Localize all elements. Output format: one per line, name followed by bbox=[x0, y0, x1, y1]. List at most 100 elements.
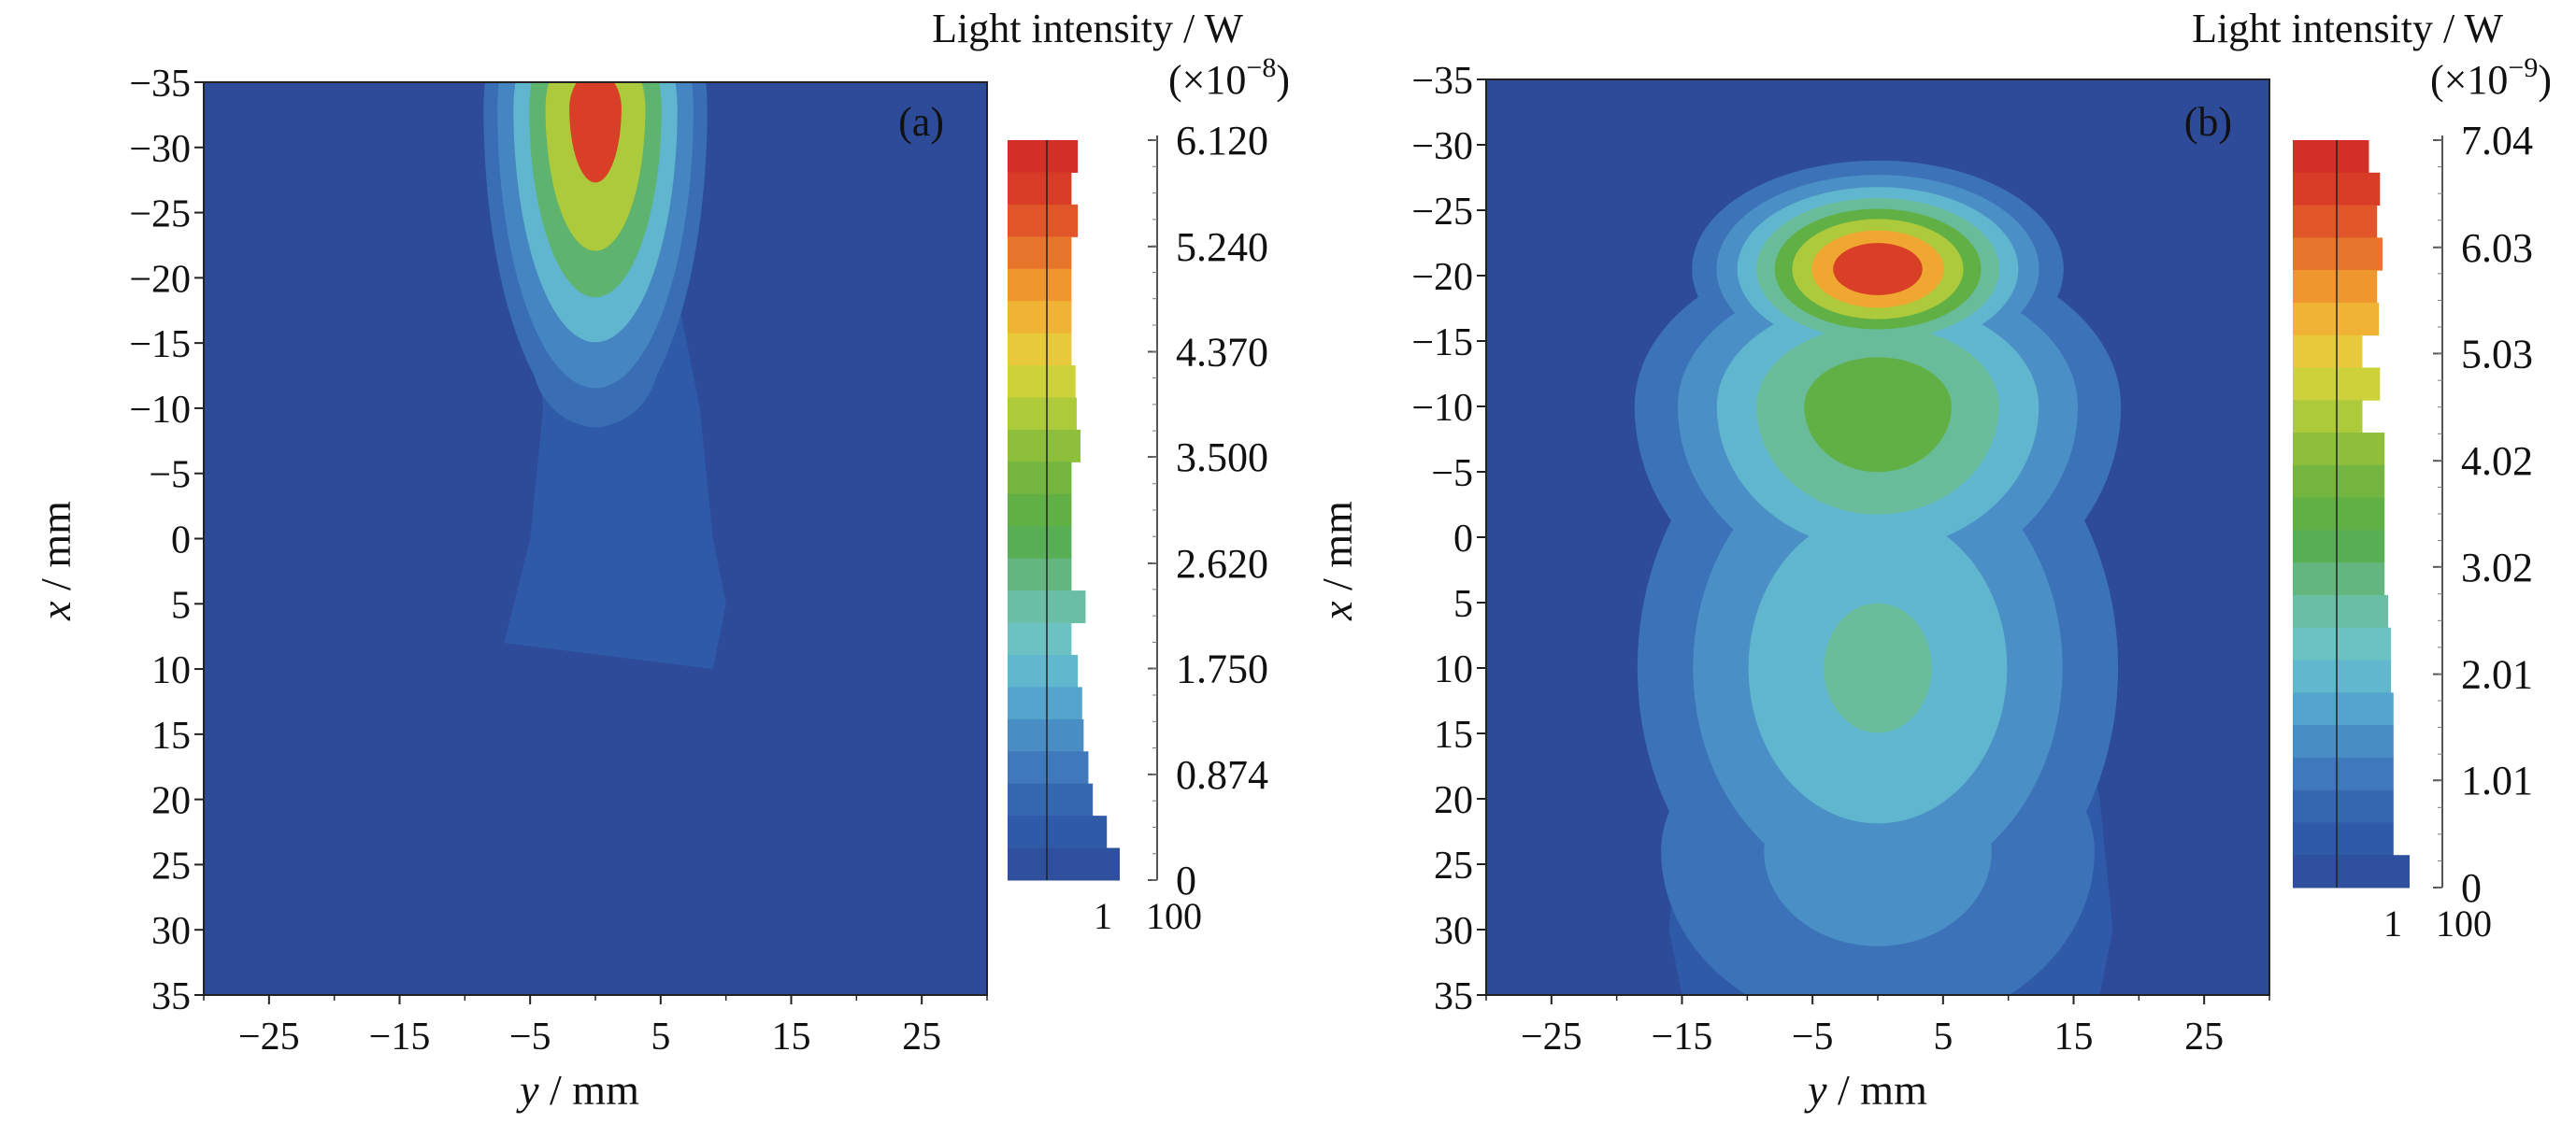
colorbar-tick-label: 6.03 bbox=[2461, 225, 2533, 271]
plot-area-b bbox=[1486, 79, 2269, 995]
colorbar-tick-label: 5.03 bbox=[2461, 331, 2533, 377]
colorbar-bin bbox=[1008, 687, 1082, 720]
colorbar-title-b: Light intensity / W bbox=[2192, 6, 2503, 51]
y-tick-label: −5 bbox=[1431, 452, 1473, 495]
chart-panel-b: 7.04 6.03 5.03 4.02 3.02 2.01 1.01 0 1 100 −35 −30… bbox=[1288, 0, 2576, 1123]
colorbar-bin bbox=[2293, 205, 2378, 238]
x-tick-label: 25 bbox=[2184, 1016, 2224, 1059]
plot-area-a bbox=[204, 82, 987, 995]
colorbar-tick-label: 1.01 bbox=[2461, 758, 2533, 803]
y-tick-label: −35 bbox=[129, 63, 191, 106]
colorbar-bin bbox=[1008, 365, 1076, 398]
colorbar-tick-label: 0 bbox=[2461, 865, 2482, 911]
y-tick-label: −25 bbox=[1411, 191, 1473, 234]
colorbar-bin bbox=[2293, 334, 2363, 368]
y-tick-label: −20 bbox=[1411, 256, 1473, 299]
colorbar-bin bbox=[1008, 751, 1089, 785]
colorbar-bin bbox=[1008, 236, 1072, 270]
y-tick-label: 25 bbox=[151, 845, 191, 888]
colorbar-bin bbox=[1008, 204, 1079, 237]
y-tick-label: 35 bbox=[1434, 975, 1473, 1018]
y-tick-label: −10 bbox=[1411, 387, 1473, 430]
y-tick-label: 0 bbox=[171, 519, 191, 562]
x-tick-label: −15 bbox=[1652, 1016, 1713, 1059]
colorbar-bin bbox=[1008, 140, 1079, 173]
colorbar-bin bbox=[2293, 789, 2394, 823]
x-tick-label: −5 bbox=[1792, 1016, 1834, 1059]
y-tick-label: 30 bbox=[1434, 910, 1473, 953]
y-tick-label: 15 bbox=[1434, 714, 1473, 757]
colorbar-tick-label: 4.370 bbox=[1176, 329, 1268, 375]
x-axis-label-a: y / mm bbox=[516, 1066, 639, 1114]
y-tick-label: 5 bbox=[171, 584, 191, 627]
y-tick-label: 25 bbox=[1434, 845, 1473, 888]
panel-label-b: (b) bbox=[2184, 99, 2232, 145]
colorbar-bin bbox=[2293, 627, 2392, 661]
colorbar-hist-label: 100 bbox=[2436, 903, 2492, 945]
contour-level bbox=[1824, 603, 1932, 733]
y-tick-label: 10 bbox=[1434, 648, 1473, 691]
colorbar-bin bbox=[2293, 400, 2363, 434]
axes-b: −35 −30 −25 −20 −15 −10 −5 0 5 10 15 20 25 30 35 −25 −15… bbox=[1411, 60, 2270, 1059]
y-tick-label: −15 bbox=[1411, 321, 1473, 364]
y-tick-label: 0 bbox=[1453, 518, 1473, 561]
colorbar-bin bbox=[1008, 172, 1072, 206]
colorbar-tick-label: 7.04 bbox=[2461, 118, 2533, 163]
colorbar-bin bbox=[2293, 855, 2410, 888]
y-tick-label: 5 bbox=[1453, 583, 1473, 626]
colorbar-b: 7.04 6.03 5.03 4.02 3.02 2.01 1.01 0 1 100 bbox=[2293, 118, 2533, 945]
colorbar-bin bbox=[2293, 757, 2394, 791]
colorbar-tick-label: 2.01 bbox=[2461, 652, 2533, 698]
colorbar-bin bbox=[2293, 594, 2389, 629]
colorbar-bin bbox=[1008, 397, 1077, 431]
colorbar-bin bbox=[1008, 333, 1072, 366]
y-tick-label: −30 bbox=[129, 128, 191, 171]
y-tick-label: −10 bbox=[129, 389, 191, 432]
colorbar-bin bbox=[2293, 660, 2392, 693]
chart-panel-a: 6.120 5.240 4.370 3.500 2.620 1.750 0.874 0 1 100… bbox=[32, 6, 1288, 1114]
x-tick-label: −5 bbox=[509, 1016, 551, 1059]
colorbar-bin bbox=[2293, 822, 2394, 856]
colorbar-hist-label: 100 bbox=[1146, 895, 1202, 937]
colorbar-bin bbox=[2293, 497, 2385, 531]
y-tick-label: −25 bbox=[129, 193, 191, 236]
x-axis-label-b: y / mm bbox=[1804, 1066, 1927, 1114]
x-tick-label: 25 bbox=[902, 1016, 941, 1059]
colorbar-tick-label: 2.620 bbox=[1176, 541, 1268, 587]
x-tick-label: −25 bbox=[238, 1016, 300, 1059]
x-tick-label: 5 bbox=[651, 1016, 670, 1059]
contour-level bbox=[569, 82, 622, 183]
y-tick-label: 15 bbox=[151, 715, 191, 758]
y-tick-label: 20 bbox=[1434, 779, 1473, 822]
colorbar-bin bbox=[2293, 140, 2369, 174]
contour-level bbox=[1833, 243, 1923, 295]
contour-level bbox=[1764, 775, 1992, 946]
contour-level bbox=[1804, 357, 1952, 473]
y-tick-label: −15 bbox=[129, 323, 191, 366]
y-tick-label: 20 bbox=[151, 780, 191, 823]
colorbar-bin bbox=[1008, 558, 1072, 591]
colorbar-tick-label: 3.02 bbox=[2461, 545, 2533, 590]
colorbar-tick-label: 5.240 bbox=[1176, 224, 1268, 270]
colorbar-bin bbox=[1008, 816, 1108, 849]
colorbar-scale-b: (×10−9) bbox=[2430, 52, 2552, 103]
colorbar-title-a: Light intensity / W bbox=[932, 6, 1243, 51]
colorbar-tick-label: 3.500 bbox=[1176, 434, 1268, 480]
colorbar-bin bbox=[2293, 562, 2385, 596]
colorbar-tick-label: 4.02 bbox=[2461, 438, 2533, 484]
colorbar-tick-label: 0.874 bbox=[1176, 752, 1268, 798]
colorbar-hist-label: 1 bbox=[1094, 895, 1112, 937]
colorbar-bin bbox=[2293, 302, 2380, 336]
y-axis-label-a: x / mm bbox=[32, 501, 79, 621]
y-tick-label: −20 bbox=[129, 258, 191, 301]
axes-a: −35 −30 −25 −20 −15 −10 −5 0 5 10 15 20 25 30 35 −25 −15… bbox=[129, 63, 988, 1059]
colorbar-bin bbox=[2293, 464, 2385, 499]
colorbar-bin bbox=[1008, 622, 1072, 656]
colorbar-tick-label: 6.120 bbox=[1176, 118, 1268, 163]
colorbar-bin bbox=[1008, 783, 1094, 817]
colorbar-bin bbox=[1008, 526, 1072, 560]
colorbar-bin bbox=[1008, 268, 1072, 302]
colorbar-bin bbox=[1008, 847, 1120, 881]
colorbar-scale-a: (×10−8) bbox=[1168, 52, 1288, 103]
